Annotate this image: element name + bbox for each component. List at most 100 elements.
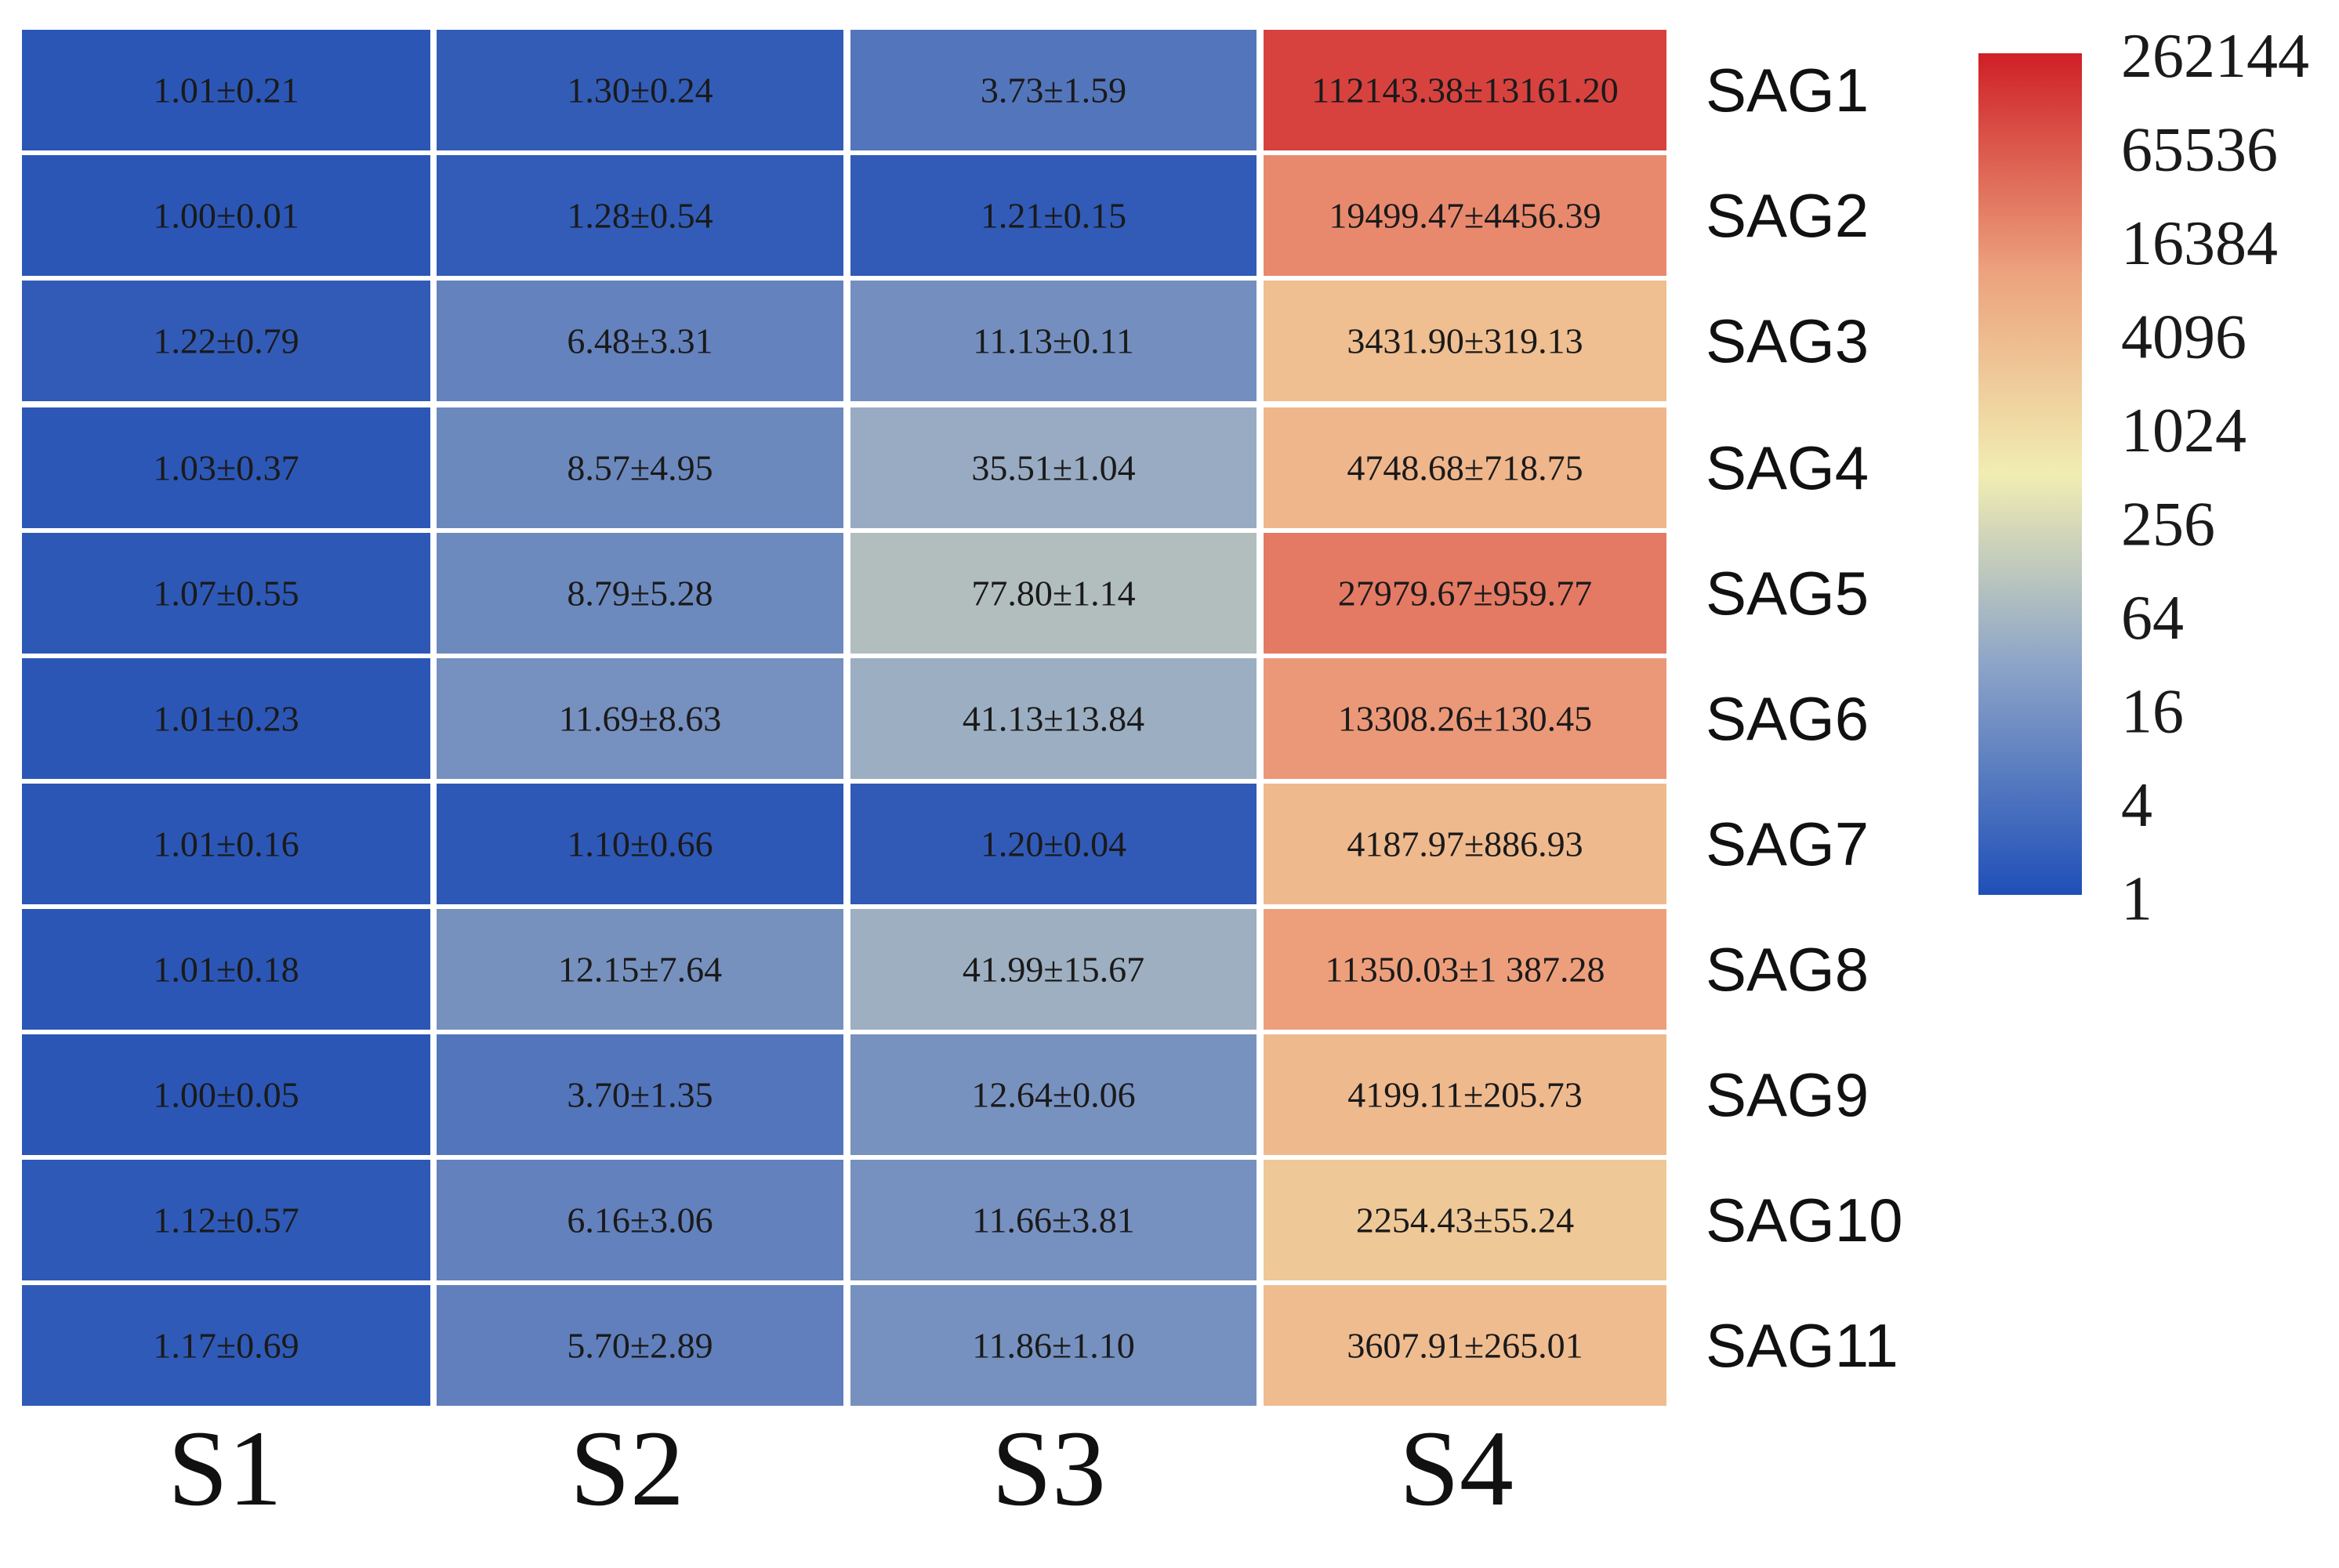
cell-label-sag7-s4: 4187.97±886.93 — [1347, 824, 1583, 864]
cell-label-sag4-s4: 4748.68±718.75 — [1347, 448, 1583, 488]
cell-label-sag1-s3: 3.73±1.59 — [981, 71, 1126, 110]
cell-label-sag3-s2: 6.48±3.31 — [567, 321, 713, 361]
cell-label-sag9-s3: 12.64±0.06 — [971, 1075, 1135, 1115]
heatmap-cell-sag6-s4 — [1264, 658, 1666, 779]
heatmap-cell-sag10-s1 — [22, 1160, 430, 1280]
heatmap-cell-sag2-s1 — [22, 155, 430, 276]
heatmap-cell-sag3-s3 — [850, 281, 1257, 401]
cell-label-sag2-s2: 1.28±0.54 — [567, 196, 713, 236]
heatmap-cell-sag5-s2 — [437, 533, 843, 654]
cell-label-sag1-s2: 1.30±0.24 — [567, 71, 713, 110]
heatmap-cell-sag5-s1 — [22, 533, 430, 654]
heatmap-cell-labels: 1.01±0.21 1.30±0.24 3.73±1.59 112143.38±131… — [153, 71, 1618, 1366]
legend-color-bar — [1978, 53, 2082, 895]
heatmap-cell-sag6-s3 — [850, 658, 1257, 779]
cell-label-sag11-s2: 5.70±2.89 — [567, 1326, 713, 1366]
heatmap-cell-sag5-s3 — [850, 533, 1257, 654]
cell-label-sag11-s1: 1.17±0.69 — [153, 1326, 299, 1366]
heatmap-cell-sag1-s3 — [850, 30, 1257, 150]
legend-tick-label-256: 256 — [2121, 491, 2215, 559]
column-label-s1: S1 — [168, 1408, 282, 1528]
column-labels: S1 S2 S3 S4 — [168, 1408, 1514, 1528]
heatmap-cell-sag1-s4 — [1264, 30, 1666, 150]
cell-label-sag3-s4: 3431.90±319.13 — [1347, 321, 1583, 361]
heatmap-cell-sag4-s3 — [850, 407, 1257, 528]
heatmap-cell-sag9-s4 — [1264, 1034, 1666, 1155]
cell-label-sag7-s2: 1.10±0.66 — [567, 824, 713, 864]
row-label-sag7: SAG7 — [1706, 809, 1869, 878]
cell-label-sag1-s4: 112143.38±13161.20 — [1311, 71, 1619, 110]
heatmap-cell-sag3-s1 — [22, 281, 430, 401]
heatmap-cell-sag11-s4 — [1264, 1285, 1666, 1406]
legend-tick-label-262144: 262144 — [2121, 22, 2309, 91]
legend-tick-label-1: 1 — [2121, 865, 2152, 934]
legend-tick-label-1024: 1024 — [2121, 397, 2247, 465]
heatmap-cell-sag5-s4 — [1264, 533, 1666, 654]
legend-tick-label-64: 64 — [2121, 584, 2184, 653]
row-label-sag1: SAG1 — [1706, 56, 1869, 125]
heatmap-cell-sag11-s2 — [437, 1285, 843, 1406]
row-label-sag4: SAG4 — [1706, 433, 1869, 502]
row-labels: SAG1 SAG2 SAG3 SAG4 SAG5 SAG6 SAG7 SAG8 SAG9 SAG1… — [1706, 56, 1902, 1380]
cell-label-sag5-s1: 1.07±0.55 — [153, 574, 299, 614]
heatmap-cell-sag8-s4 — [1264, 909, 1666, 1030]
heatmap-cell-sag11-s1 — [22, 1285, 430, 1406]
heatmap-cell-sag2-s3 — [850, 155, 1257, 276]
cell-label-sag6-s4: 13308.26±130.45 — [1338, 699, 1592, 739]
cell-label-sag9-s1: 1.00±0.05 — [153, 1075, 299, 1115]
heatmap-cell-sag3-s4 — [1264, 281, 1666, 401]
cell-label-sag9-s4: 4199.11±205.73 — [1347, 1075, 1583, 1115]
heatmap-cell-sag10-s2 — [437, 1160, 843, 1280]
heatmap-cell-sag9-s2 — [437, 1034, 843, 1155]
heatmap-cell-sag6-s1 — [22, 658, 430, 779]
heatmap-cells — [22, 30, 1666, 1406]
cell-label-sag8-s1: 1.01±0.18 — [153, 950, 299, 990]
legend-tick-label-4096: 4096 — [2121, 303, 2247, 372]
heatmap-cell-sag11-s3 — [850, 1285, 1257, 1406]
heatmap-cell-sag8-s2 — [437, 909, 843, 1030]
color-legend: 262144 65536 16384 4096 1024 256 64 16 4 1 — [1978, 22, 2309, 934]
row-label-sag6: SAG6 — [1706, 684, 1869, 753]
heatmap-cell-sag9-s1 — [22, 1034, 430, 1155]
row-label-sag2: SAG2 — [1706, 181, 1869, 250]
heatmap-cell-sag2-s4 — [1264, 155, 1666, 276]
heatmap-cell-sag8-s1 — [22, 909, 430, 1030]
cell-label-sag8-s3: 41.99±15.67 — [963, 950, 1144, 990]
cell-label-sag4-s1: 1.03±0.37 — [153, 448, 299, 488]
column-label-s3: S3 — [992, 1408, 1106, 1528]
cell-label-sag10-s4: 2254.43±55.24 — [1356, 1200, 1574, 1240]
heatmap-cell-sag7-s2 — [437, 784, 843, 904]
heatmap-cell-sag7-s4 — [1264, 784, 1666, 904]
cell-label-sag6-s2: 11.69±8.63 — [559, 699, 722, 739]
cell-label-sag1-s1: 1.01±0.21 — [153, 71, 299, 110]
cell-label-sag4-s2: 8.57±4.95 — [567, 448, 713, 488]
cell-label-sag9-s2: 3.70±1.35 — [567, 1075, 713, 1115]
cell-label-sag10-s1: 1.12±0.57 — [153, 1200, 299, 1240]
cell-label-sag7-s1: 1.01±0.16 — [153, 824, 299, 864]
cell-label-sag7-s3: 1.20±0.04 — [981, 824, 1126, 864]
row-label-sag5: SAG5 — [1706, 559, 1869, 628]
cell-label-sag5-s2: 8.79±5.28 — [567, 574, 713, 614]
cell-label-sag5-s3: 77.80±1.14 — [971, 574, 1135, 614]
heatmap-cell-sag9-s3 — [850, 1034, 1257, 1155]
cell-label-sag5-s4: 27979.67±959.77 — [1338, 574, 1592, 614]
cell-label-sag3-s3: 11.13±0.11 — [973, 321, 1134, 361]
heatmap-cell-sag8-s3 — [850, 909, 1257, 1030]
row-label-sag9: SAG9 — [1706, 1060, 1869, 1129]
cell-label-sag2-s1: 1.00±0.01 — [153, 196, 299, 236]
heatmap-cell-sag4-s4 — [1264, 407, 1666, 528]
legend-tick-label-16384: 16384 — [2121, 209, 2278, 278]
heatmap-cell-sag7-s3 — [850, 784, 1257, 904]
heatmap-cell-sag1-s1 — [22, 30, 430, 150]
legend-tick-label-4: 4 — [2121, 771, 2152, 840]
row-label-sag8: SAG8 — [1706, 935, 1869, 1004]
heatmap-cell-sag7-s1 — [22, 784, 430, 904]
cell-label-sag10-s3: 11.66±3.81 — [972, 1200, 1135, 1240]
cell-label-sag6-s3: 41.13±13.84 — [963, 699, 1144, 739]
cell-label-sag8-s2: 12.15±7.64 — [558, 950, 722, 990]
legend-tick-label-16: 16 — [2121, 678, 2184, 747]
heatmap-cell-sag4-s2 — [437, 407, 843, 528]
heatmap-cell-sag10-s4 — [1264, 1160, 1666, 1280]
heatmap-cell-sag1-s2 — [437, 30, 843, 150]
